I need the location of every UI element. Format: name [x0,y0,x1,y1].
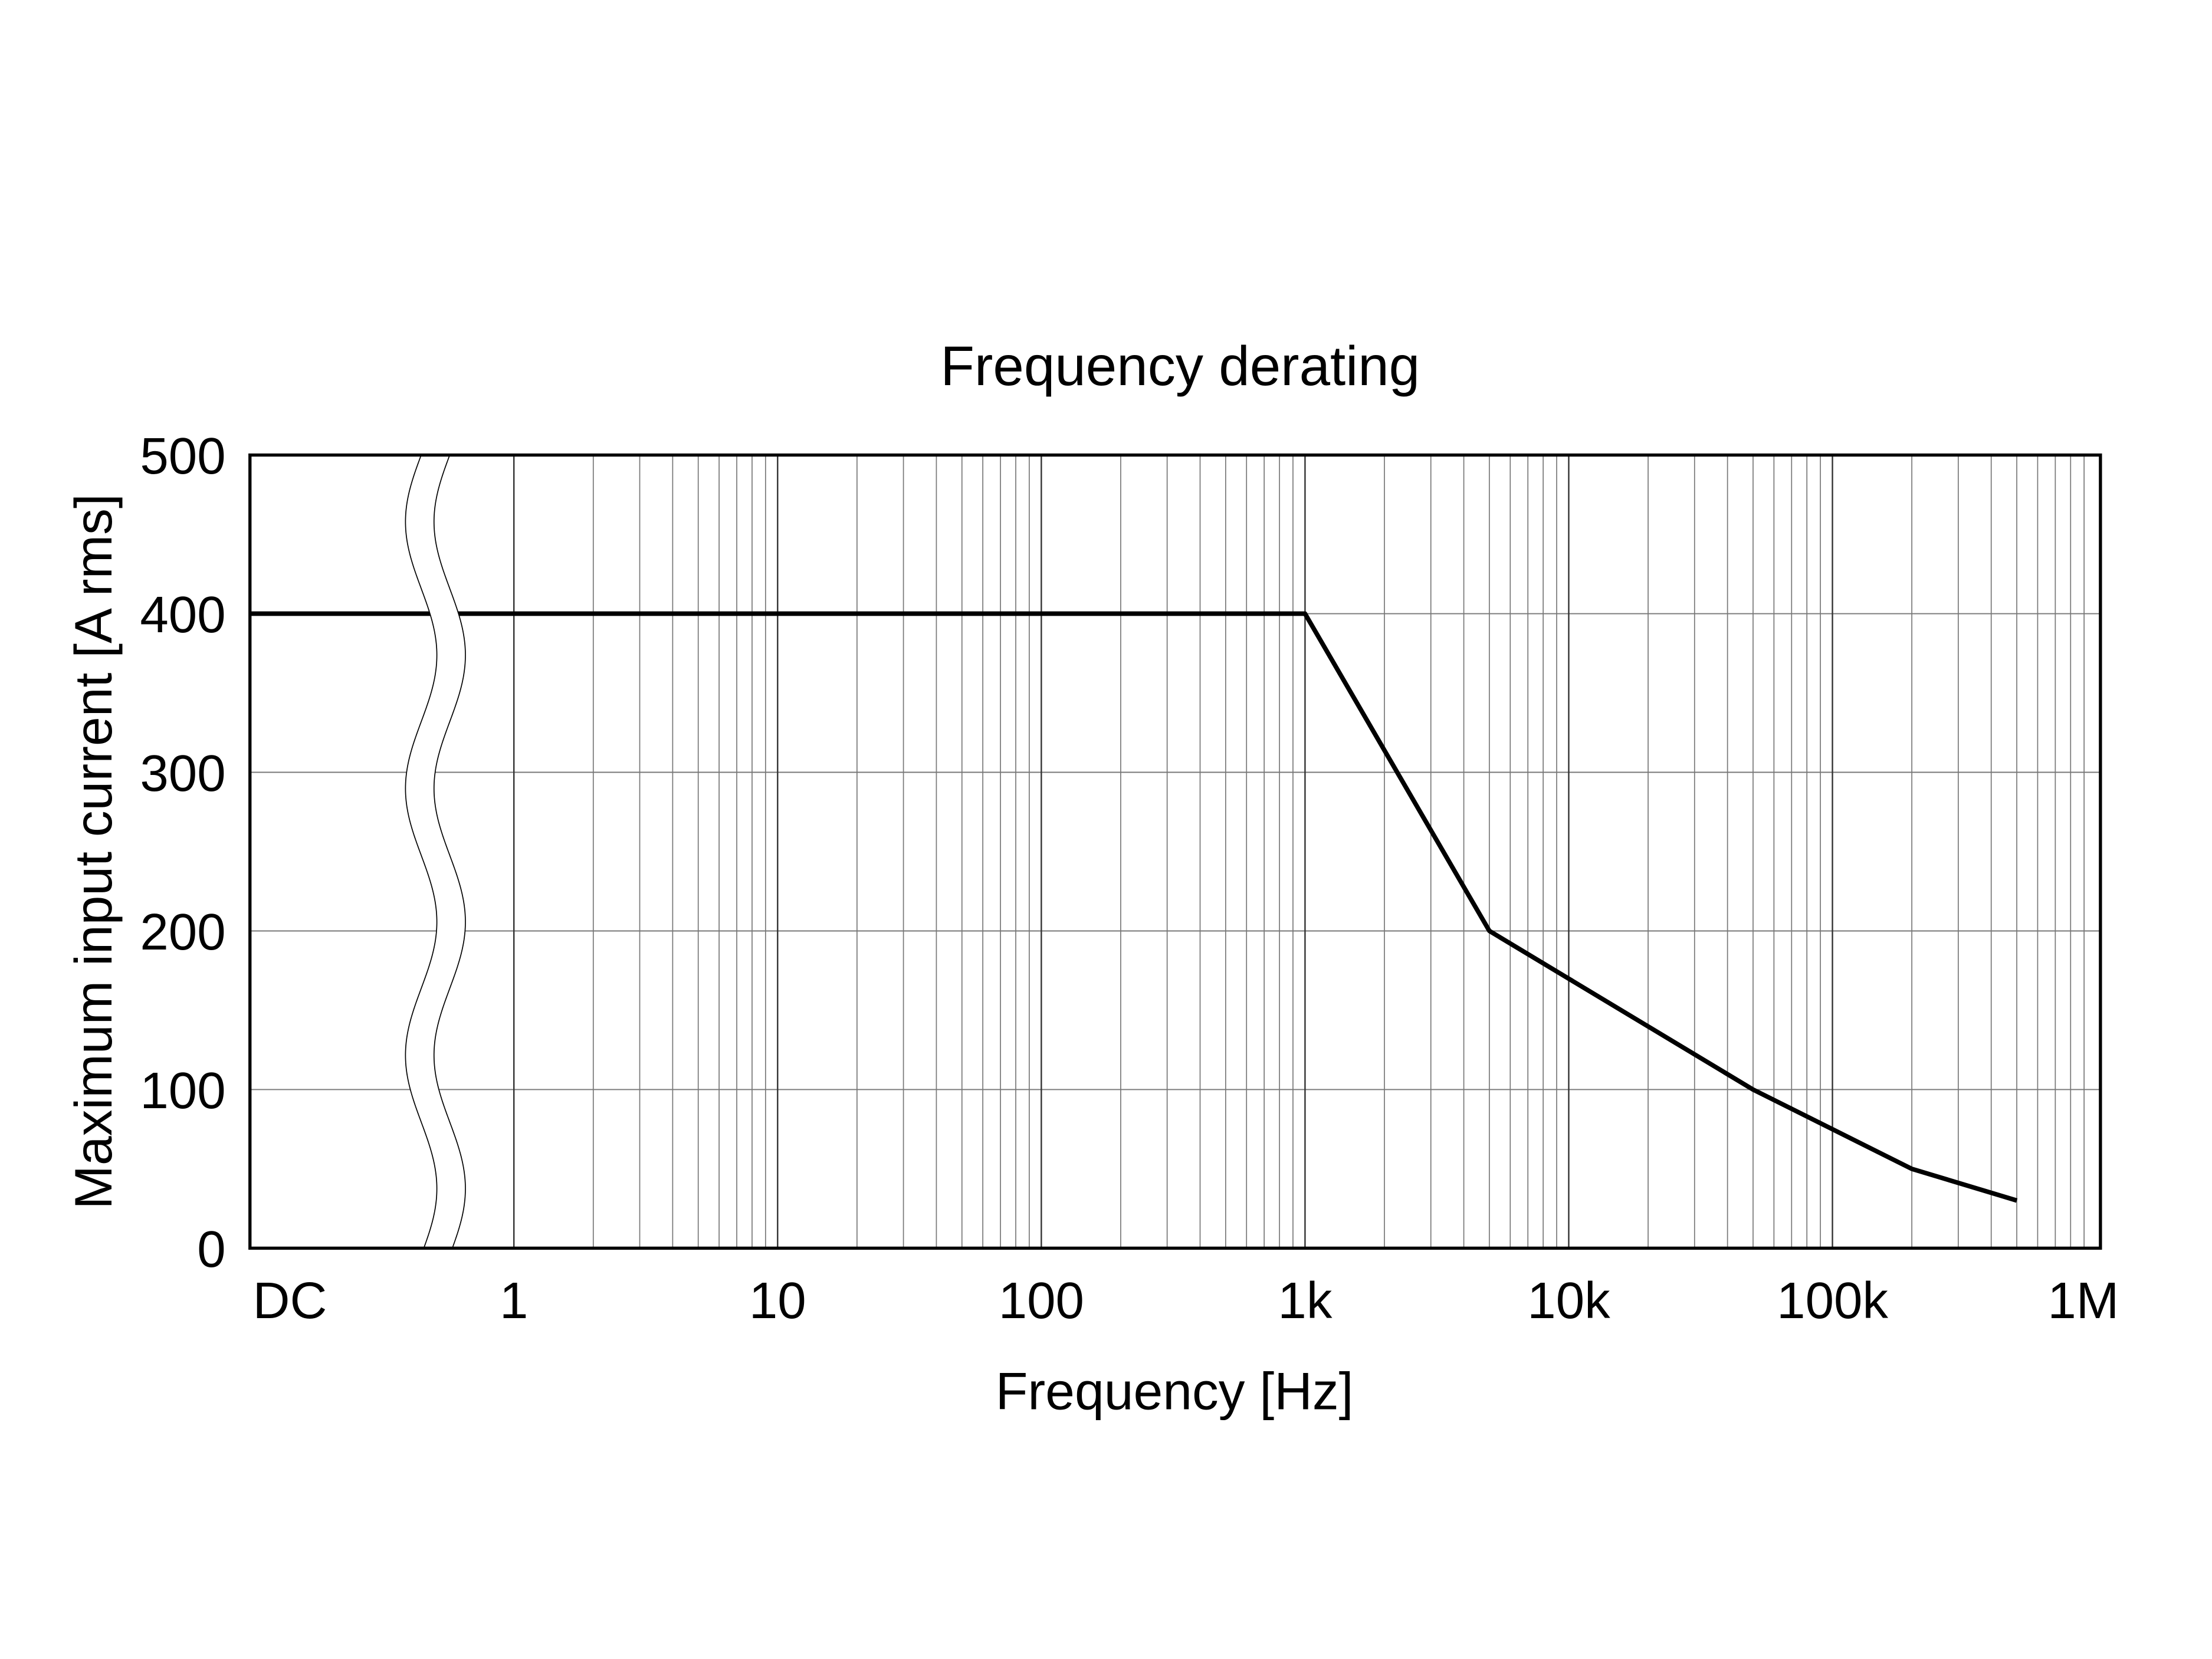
break-band [405,455,465,1249]
x-tick-labels: DC 1 10 100 1k 10k 100k 1M [253,1272,2119,1329]
y-tick-labels: 0 100 200 300 400 500 [140,428,225,1278]
break-wave-line-right [433,455,466,1249]
break-wave-line-left [405,455,438,1249]
series-line [250,611,2018,1203]
x-tick-label: 10 [749,1272,806,1329]
x-tick-label: 100 [999,1272,1084,1329]
x-tick-label: 100k [1777,1272,1888,1329]
x-tick-label: 1k [1278,1272,1332,1329]
y-tick-label: 500 [140,428,225,485]
grid [250,455,2101,1249]
y-tick-label: 400 [140,586,225,643]
series-layer [250,611,2018,1203]
x-tick-label: 1 [500,1272,528,1329]
plot-frame [248,453,2102,1250]
x-tick-label: 1M [2047,1272,2119,1329]
y-tick-label: 300 [140,745,225,802]
y-tick-label: 100 [140,1062,225,1119]
y-tick-label: 0 [197,1221,225,1278]
x-axis-label: Frequency [Hz] [996,1362,1354,1421]
y-axis-label: Maximum input current [A rms] [64,494,123,1209]
x-tick-label: DC [253,1272,327,1329]
x-tick-label: 10k [1527,1272,1610,1329]
chart-title: Frequency derating [940,335,1420,397]
axis-break-wave [405,455,466,1249]
y-tick-label: 200 [140,904,225,961]
